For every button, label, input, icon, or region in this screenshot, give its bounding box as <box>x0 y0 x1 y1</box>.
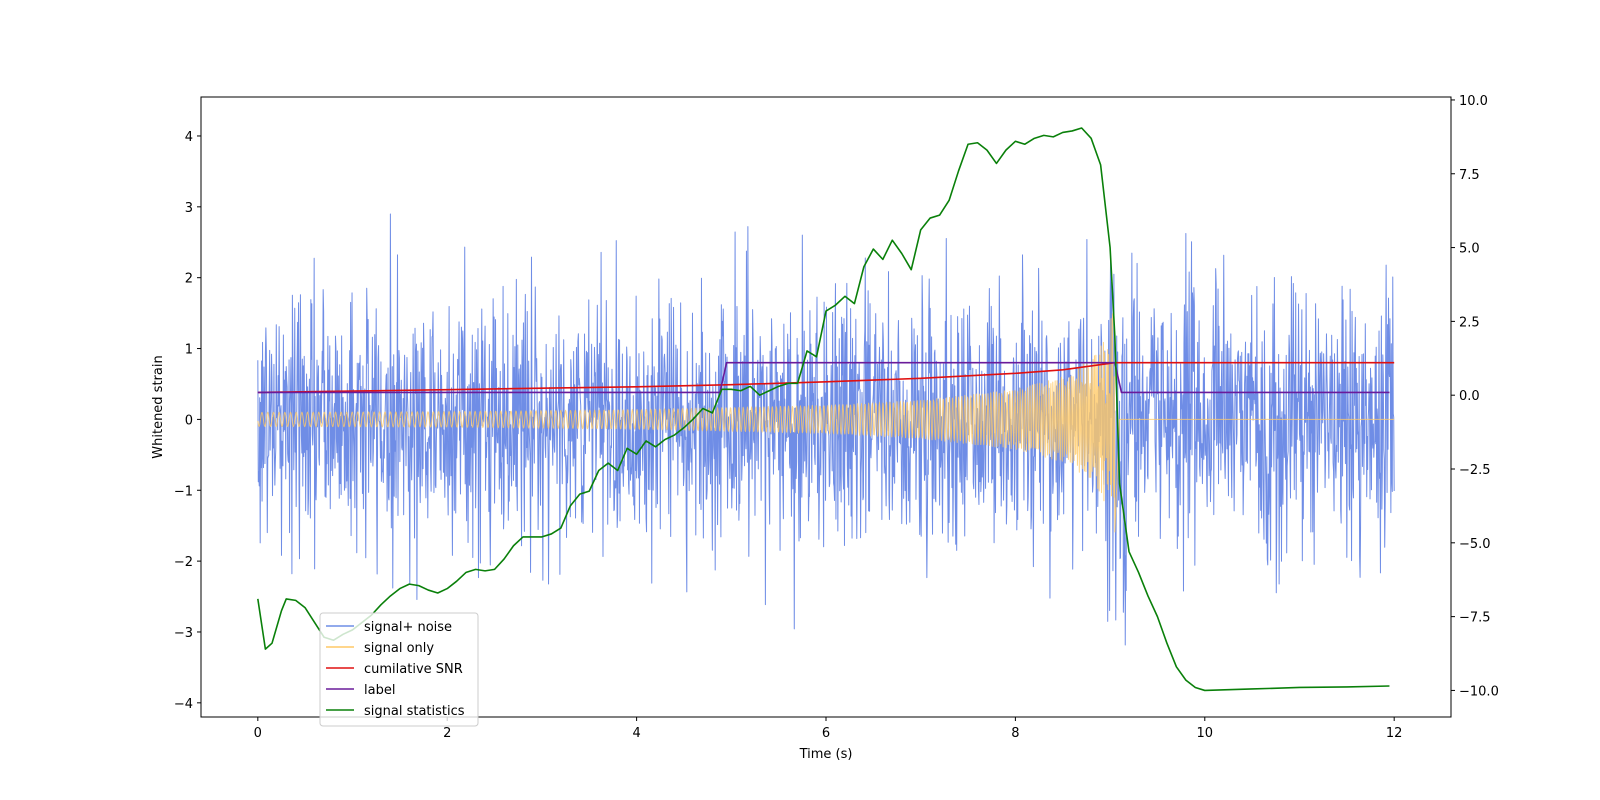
legend-box <box>319 612 479 727</box>
legend-label: signal statistics <box>364 704 465 719</box>
y2-tick-label: 10.0 <box>1459 94 1488 109</box>
axes: 0 2 4 6 8 10 12−4−3−2−101234−10.0−7.5−5.0−2.50… <box>174 94 1499 741</box>
x-tick-label: 8 <box>1011 726 1019 741</box>
x-tick-label: 2 <box>443 726 451 741</box>
series-line-cumilative-snr <box>257 361 1395 394</box>
y-axis-title: Whitened strain <box>151 355 166 458</box>
legend-label: signal+ noise <box>364 620 452 635</box>
legend-label: signal only <box>364 641 434 656</box>
x-tick-label: 6 <box>822 726 830 741</box>
y2-tick-label: −10.0 <box>1459 684 1499 699</box>
x-tick-label: 12 <box>1386 726 1403 741</box>
y-tick-label: 2 <box>185 272 193 287</box>
y2-tick-label: 7.5 <box>1459 168 1480 183</box>
y-tick-label: 4 <box>185 130 193 145</box>
y-tick-label: 1 <box>185 343 193 358</box>
y-tick-label: −4 <box>174 697 193 712</box>
series-line-signal-noise <box>257 213 1395 646</box>
series-line-signal-only <box>257 313 1395 533</box>
y-tick-label: 3 <box>185 201 193 216</box>
legend-label: cumilative SNR <box>364 662 463 677</box>
y2-tick-label: −5.0 <box>1459 537 1491 552</box>
y-tick-label: −3 <box>174 626 193 641</box>
x-tick-label: 10 <box>1197 726 1214 741</box>
legend-label: label <box>364 683 395 698</box>
series-line-signal-statistics <box>257 127 1390 692</box>
y2-tick-label: 2.5 <box>1459 315 1480 330</box>
y2-tick-label: −2.5 <box>1459 463 1491 478</box>
x-tick-label: 4 <box>632 726 640 741</box>
y-tick-label: −1 <box>174 484 193 499</box>
x-tick-label: 0 <box>254 726 262 741</box>
series-line-label <box>257 361 1390 394</box>
y-tick-label: −2 <box>174 555 193 570</box>
y-tick-label: 0 <box>185 413 193 428</box>
legend: signal+ noise signal only cumilative SNR la… <box>319 612 479 727</box>
x-axis-title: Time (s) <box>799 747 853 762</box>
y2-tick-label: 5.0 <box>1459 242 1480 257</box>
y2-tick-label: 0.0 <box>1459 389 1480 404</box>
plot-area <box>257 127 1395 692</box>
y2-tick-label: −7.5 <box>1459 611 1491 626</box>
